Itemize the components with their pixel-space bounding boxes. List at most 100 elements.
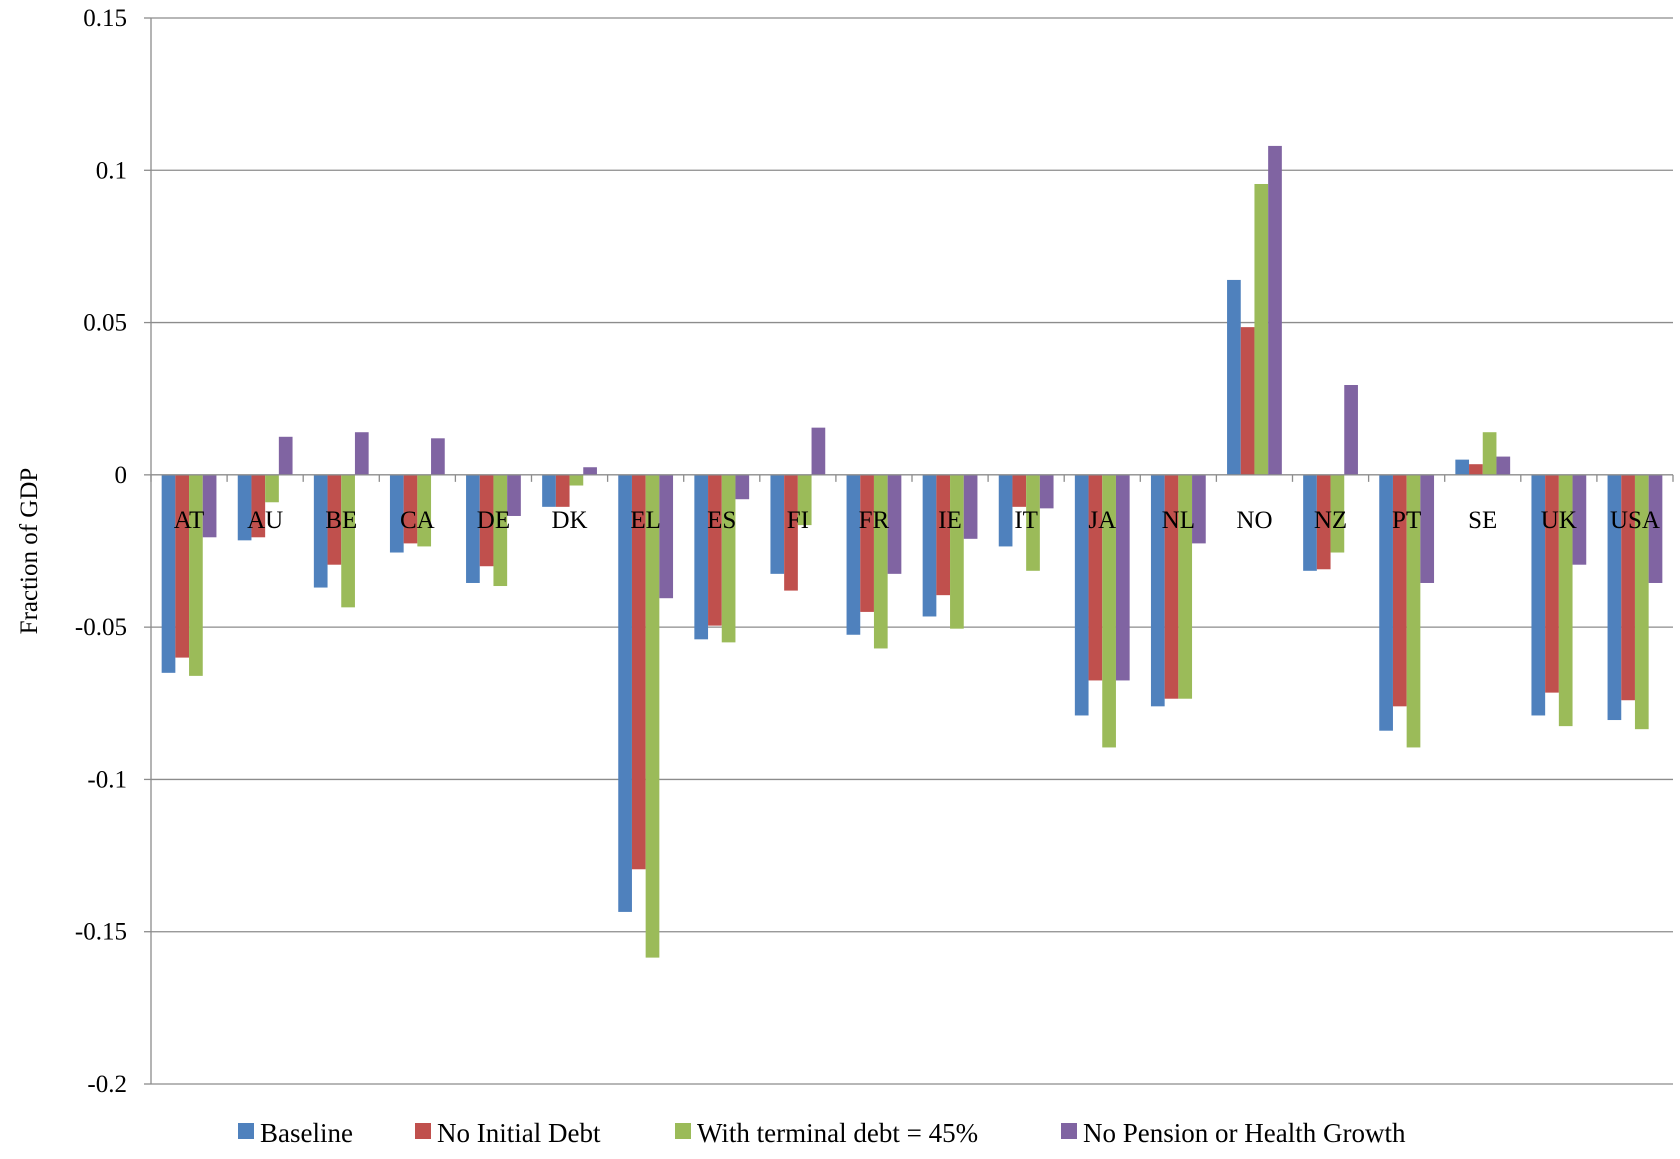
bar-no-initial-debt-nz: [1316, 474, 1331, 570]
bar-with-terminal-debt-45-el: [645, 474, 660, 958]
bar-no-pension-or-health-growth-ja: [1115, 474, 1130, 681]
y-tick-label: 0.15: [83, 5, 127, 32]
bar-no-pension-or-health-growth-ie: [963, 474, 978, 539]
bar-baseline-pt: [1379, 474, 1393, 731]
bar-no-pension-or-health-growth-usa: [1648, 474, 1663, 583]
bar-baseline-se: [1455, 459, 1470, 475]
bar-no-initial-debt-uk: [1545, 474, 1559, 693]
legend-swatch: [1061, 1123, 1077, 1139]
bar-no-initial-debt-usa: [1621, 474, 1635, 701]
bar-with-terminal-debt-45-nl: [1178, 474, 1193, 699]
y-tick-label: 0.1: [96, 157, 127, 184]
bar-with-terminal-debt-45-usa: [1634, 474, 1649, 730]
bar-baseline-uk: [1531, 474, 1546, 716]
legend-swatch: [415, 1123, 431, 1139]
bar-no-pension-or-health-growth-nz: [1344, 385, 1358, 475]
x-tick-label: FI: [787, 507, 809, 534]
y-axis-title: Fraction of GDP: [16, 468, 43, 635]
bar-with-terminal-debt-45-nz: [1330, 474, 1345, 553]
bar-baseline-el: [618, 474, 632, 912]
bar-no-pension-or-health-growth-no: [1268, 145, 1282, 475]
bar-no-initial-debt-pt: [1392, 474, 1407, 707]
bar-no-pension-or-health-growth-au: [278, 436, 293, 475]
legend-item: No Pension or Health Growth: [1061, 1118, 1406, 1148]
bar-baseline-be: [313, 474, 328, 588]
bar-with-terminal-debt-45-fi: [797, 474, 812, 526]
y-tick-label: 0: [115, 462, 128, 489]
bar-with-terminal-debt-45-ie: [950, 474, 964, 629]
bar-with-terminal-debt-45-se: [1482, 432, 1497, 475]
bar-baseline-nl: [1150, 474, 1165, 707]
legend-swatch: [238, 1123, 254, 1139]
bar-baseline-au: [237, 474, 252, 541]
bar-no-pension-or-health-growth-it: [1039, 474, 1054, 509]
bar-no-pension-or-health-growth-at: [202, 474, 217, 538]
x-tick-label: NZ: [1314, 507, 1347, 534]
axes: [144, 17, 1674, 1085]
bar-no-initial-debt-el: [631, 474, 646, 870]
bar-with-terminal-debt-45-it: [1026, 474, 1040, 571]
bar-with-terminal-debt-45-pt: [1406, 474, 1421, 748]
bar-baseline-usa: [1607, 474, 1622, 721]
bar-no-pension-or-health-growth-de: [507, 474, 521, 516]
legend-swatch: [675, 1123, 691, 1139]
x-tick-label: CA: [400, 507, 435, 534]
bar-with-terminal-debt-45-fr: [873, 474, 888, 649]
x-tick-label: PT: [1392, 507, 1421, 534]
bar-baseline-ie: [922, 474, 937, 617]
bar-baseline-fi: [770, 474, 785, 574]
x-tick-label: DE: [477, 507, 510, 534]
x-tick-label: SE: [1468, 507, 1497, 534]
legend-label: With terminal debt = 45%: [697, 1118, 978, 1148]
gridlines: [151, 17, 1673, 1085]
labels: 0.15 0.1 0.05 0 -0.05 -0.1 -0.15 -0.2 AT AU BE CA DE…: [16, 5, 1660, 1098]
bar-with-terminal-debt-45-ja: [1102, 474, 1116, 748]
bar-with-terminal-debt-45-uk: [1558, 474, 1573, 727]
bar-with-terminal-debt-45-be: [341, 474, 355, 608]
bar-baseline-at: [161, 474, 176, 673]
bar-no-pension-or-health-growth-uk: [1572, 474, 1587, 565]
bar-no-pension-or-health-growth-es: [735, 474, 750, 500]
bar-baseline-nz: [1303, 474, 1317, 571]
bar-baseline-dk: [542, 474, 556, 507]
y-tick-label: -0.1: [87, 766, 127, 793]
legend-label: No Initial Debt: [437, 1118, 601, 1148]
x-tick-label: IT: [1014, 507, 1038, 534]
x-tick-label: EL: [630, 507, 661, 534]
bar-no-initial-debt-fi: [784, 474, 798, 591]
bar-no-initial-debt-se: [1469, 464, 1483, 475]
bar-no-initial-debt-es: [708, 474, 722, 626]
x-tick-label: ES: [707, 507, 736, 534]
legend-item: Baseline: [238, 1118, 353, 1148]
bar-baseline-it: [998, 474, 1013, 547]
bar-baseline-ja: [1074, 474, 1089, 716]
bar-with-terminal-debt-45-no: [1254, 183, 1269, 475]
x-tick-label: NL: [1162, 507, 1195, 534]
bar-no-initial-debt-dk: [555, 474, 570, 507]
bar-no-pension-or-health-growth-fr: [887, 474, 902, 574]
bar-no-pension-or-health-growth-fi: [811, 427, 826, 475]
bar-baseline-es: [694, 474, 709, 640]
bar-no-initial-debt-be: [327, 474, 342, 565]
bar-no-pension-or-health-growth-se: [1496, 456, 1511, 475]
x-tick-label: AT: [174, 507, 205, 534]
bar-no-initial-debt-ca: [403, 474, 418, 544]
y-tick-label: 0.05: [83, 310, 127, 337]
x-tick-label: AU: [247, 507, 283, 534]
bar-no-initial-debt-ie: [936, 474, 951, 596]
x-tick-label: FR: [859, 507, 890, 534]
bar-no-initial-debt-ja: [1088, 474, 1103, 681]
bar-no-pension-or-health-growth-be: [354, 432, 369, 475]
x-tick-label: NO: [1236, 507, 1272, 534]
bar-no-pension-or-health-growth-el: [659, 474, 674, 599]
bar-no-initial-debt-fr: [860, 474, 874, 612]
x-tick-label: USA: [1610, 507, 1660, 534]
bar-no-initial-debt-nl: [1164, 474, 1179, 699]
bar-baseline-no: [1227, 279, 1241, 475]
bar-no-initial-debt-at: [175, 474, 190, 658]
bar-with-terminal-debt-45-es: [721, 474, 736, 643]
x-tick-label: BE: [325, 507, 357, 534]
bar-with-terminal-debt-45-de: [493, 474, 508, 587]
